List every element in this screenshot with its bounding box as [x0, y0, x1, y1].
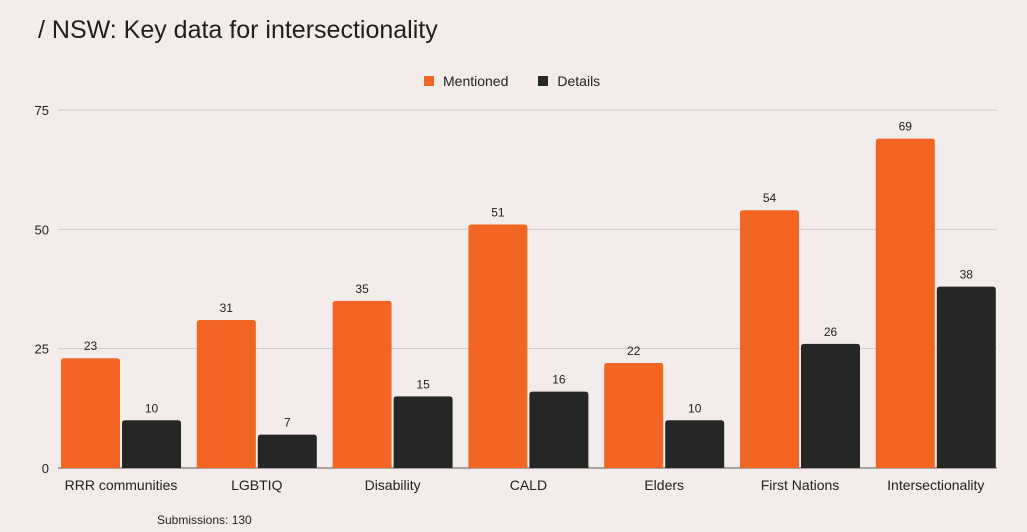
- legend-item-mentioned: Mentioned: [424, 73, 508, 89]
- data-label-mentioned-5: 54: [763, 191, 777, 205]
- bar-mentioned-2: [332, 300, 392, 468]
- x-tick-label-3: CALD: [510, 477, 547, 493]
- legend-label-mentioned: Mentioned: [443, 73, 509, 89]
- bar-details-6: [936, 286, 996, 468]
- x-tick-label-6: Intersectionality: [887, 477, 984, 493]
- legend-swatch-mentioned: [424, 76, 434, 86]
- bar-mentioned-0: [61, 358, 120, 468]
- x-tick-label-2: Disability: [365, 477, 421, 493]
- y-tick-label-50: 50: [35, 222, 49, 237]
- bar-details-5: [801, 343, 860, 468]
- bar-details-2: [393, 396, 453, 468]
- data-label-details-5: 26: [824, 325, 838, 339]
- bar-mentioned-3: [468, 224, 528, 468]
- data-label-mentioned-0: 23: [84, 339, 98, 353]
- bar-mentioned-6: [875, 138, 935, 468]
- bar-details-4: [665, 420, 725, 468]
- data-label-mentioned-3: 51: [491, 206, 505, 220]
- chart-legend: Mentioned Details: [424, 73, 600, 89]
- data-label-mentioned-1: 31: [220, 301, 234, 315]
- legend-label-details: Details: [557, 73, 601, 89]
- x-tick-label-0: RRR communities: [65, 477, 178, 493]
- submissions-footnote: Submissions: 130: [157, 513, 252, 527]
- bar-details-3: [529, 391, 589, 468]
- x-tick-label-5: First Nations: [761, 477, 840, 493]
- data-label-mentioned-2: 35: [355, 282, 369, 296]
- bar-details-0: [122, 420, 181, 468]
- data-label-details-4: 10: [688, 401, 702, 415]
- bar-mentioned-4: [604, 362, 664, 468]
- data-label-details-6: 38: [960, 268, 974, 282]
- data-label-details-0: 10: [145, 401, 159, 415]
- x-tick-label-4: Elders: [644, 477, 684, 493]
- data-label-mentioned-4: 22: [627, 344, 641, 358]
- y-tick-label-75: 75: [35, 103, 49, 118]
- data-label-details-1: 7: [284, 416, 291, 430]
- data-label-details-3: 16: [552, 373, 566, 387]
- data-label-mentioned-6: 69: [899, 120, 913, 134]
- y-tick-label-25: 25: [35, 342, 49, 357]
- bar-mentioned-5: [740, 210, 799, 469]
- legend-swatch-details: [538, 76, 549, 86]
- x-tick-label-1: LGBTIQ: [231, 477, 282, 493]
- bar-details-1: [257, 434, 317, 468]
- legend-item-details: Details: [538, 73, 600, 89]
- chart-title: / NSW: Key data for intersectionality: [38, 16, 438, 44]
- bar-mentioned-1: [196, 320, 256, 468]
- data-label-details-2: 15: [416, 377, 430, 391]
- y-tick-label-0: 0: [42, 461, 49, 476]
